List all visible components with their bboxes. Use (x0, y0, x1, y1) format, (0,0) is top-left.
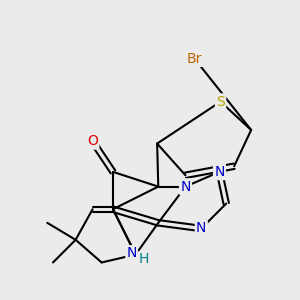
Text: S: S (216, 95, 225, 109)
Text: N: N (214, 165, 225, 179)
Text: Br: Br (187, 52, 202, 66)
Text: N: N (180, 180, 190, 194)
Text: H: H (139, 252, 149, 266)
Text: O: O (87, 134, 98, 148)
Text: N: N (196, 221, 206, 236)
Text: N: N (126, 246, 137, 260)
